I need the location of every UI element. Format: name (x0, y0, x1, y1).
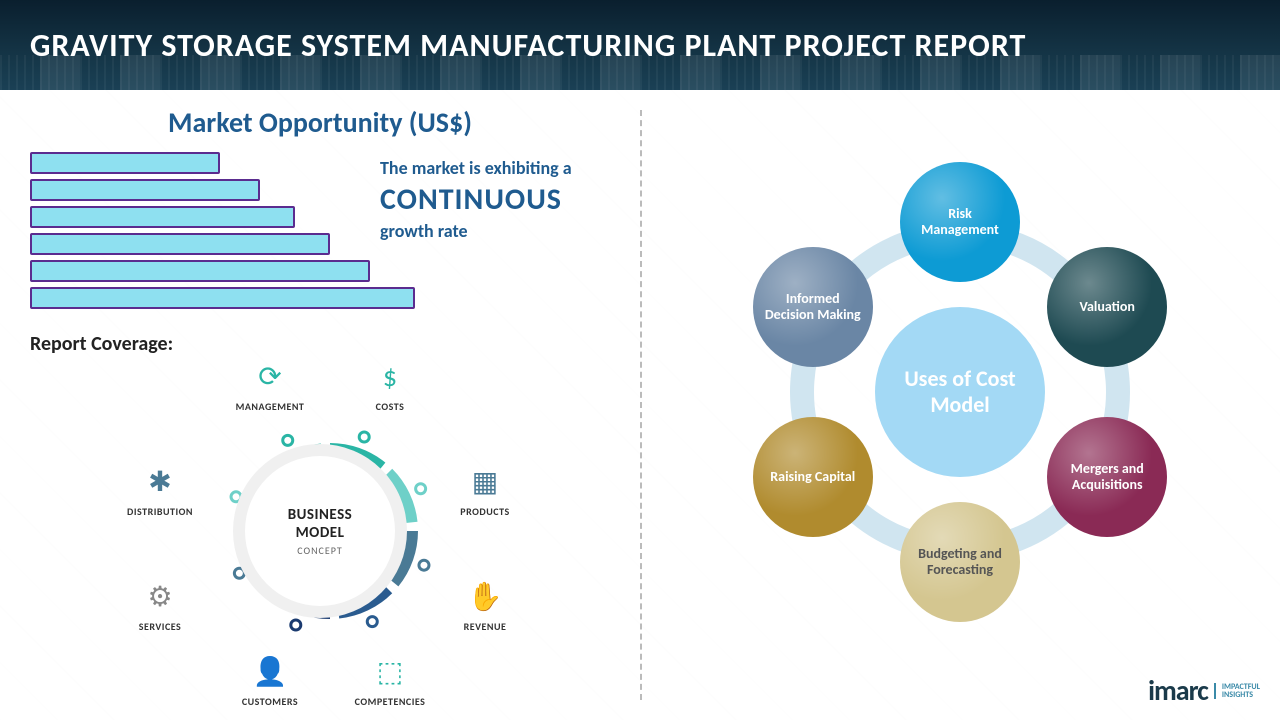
bm-label: CUSTOMERS (242, 695, 298, 708)
bm-label: REVENUE (464, 620, 507, 633)
bm-item: ⟳ MANAGEMENT (215, 356, 325, 413)
growth-line1: The market is exhibiting a (380, 157, 640, 179)
bar (30, 179, 260, 201)
bm-item: ✋ REVENUE (430, 576, 540, 633)
brand-logo: imarc IMPACTFUL INSIGHTS (1148, 673, 1260, 708)
bm-icon: 👤 (250, 651, 290, 691)
bar (30, 206, 295, 228)
bm-icon: ⬚ (370, 651, 410, 691)
bar (30, 152, 220, 174)
right-panel: Uses of Cost Model Risk ManagementValuat… (640, 90, 1280, 720)
chart-area: The market is exhibiting a CONTINUOUS gr… (30, 152, 610, 322)
ring-node: Risk Management (900, 162, 1020, 282)
bar (30, 260, 370, 282)
bm-label: COMPETENCIES (355, 695, 426, 708)
bm-item: ⬚ COMPETENCIES (335, 651, 445, 708)
bm-icon: $ (370, 356, 410, 396)
bm-label: SERVICES (139, 620, 182, 633)
bm-center-t3: CONCEPT (297, 544, 343, 557)
bm-item: 👤 CUSTOMERS (215, 651, 325, 708)
content-area: Market Opportunity (US$) The market is e… (0, 90, 1280, 720)
bm-item: ✱ DISTRIBUTION (105, 461, 215, 518)
ring-node: Valuation (1047, 247, 1167, 367)
brand-tagline: IMPACTFUL INSIGHTS (1214, 683, 1260, 699)
growth-text: The market is exhibiting a CONTINUOUS gr… (380, 157, 640, 242)
bm-icon: ✋ (465, 576, 505, 616)
growth-line3: growth rate (380, 220, 640, 242)
business-model-diagram: BUSINESS MODEL CONCEPT ⟳MANAGEMENT$COSTS… (30, 361, 610, 701)
bm-icon: ⚙ (140, 576, 180, 616)
coverage-label: Report Coverage: (30, 332, 610, 356)
bm-label: PRODUCTS (460, 505, 509, 518)
ring-node: Informed Decision Making (753, 247, 873, 367)
bar-chart (30, 152, 420, 314)
bm-icon: ✱ (140, 461, 180, 501)
bm-center: BUSINESS MODEL CONCEPT (245, 456, 395, 606)
bm-item: $ COSTS (335, 356, 445, 413)
chart-title: Market Opportunity (US$) (30, 105, 610, 140)
bm-icon: ⟳ (250, 356, 290, 396)
bm-center-t2: MODEL (296, 524, 345, 542)
growth-line2: CONTINUOUS (380, 181, 640, 218)
bm-icon: ▦ (465, 461, 505, 501)
ring-node: Budgeting and Forecasting (900, 502, 1020, 622)
bm-label: DISTRIBUTION (127, 505, 193, 518)
header-banner: GRAVITY STORAGE SYSTEM MANUFACTURING PLA… (0, 0, 1280, 90)
bar (30, 233, 330, 255)
bm-center-t1: BUSINESS (288, 506, 353, 524)
page-title: GRAVITY STORAGE SYSTEM MANUFACTURING PLA… (30, 26, 1026, 65)
bm-item: ▦ PRODUCTS (430, 461, 540, 518)
ring-node: Raising Capital (753, 417, 873, 537)
ring-node: Mergers and Acquisitions (1047, 417, 1167, 537)
bm-item: ⚙ SERVICES (105, 576, 215, 633)
bm-label: COSTS (376, 400, 405, 413)
left-panel: Market Opportunity (US$) The market is e… (0, 90, 640, 720)
bm-label: MANAGEMENT (236, 400, 305, 413)
cost-model-diagram: Uses of Cost Model Risk ManagementValuat… (750, 182, 1170, 602)
brand-name: imarc (1148, 673, 1208, 708)
bar (30, 287, 415, 309)
ring-center-label: Uses of Cost Model (875, 307, 1045, 477)
